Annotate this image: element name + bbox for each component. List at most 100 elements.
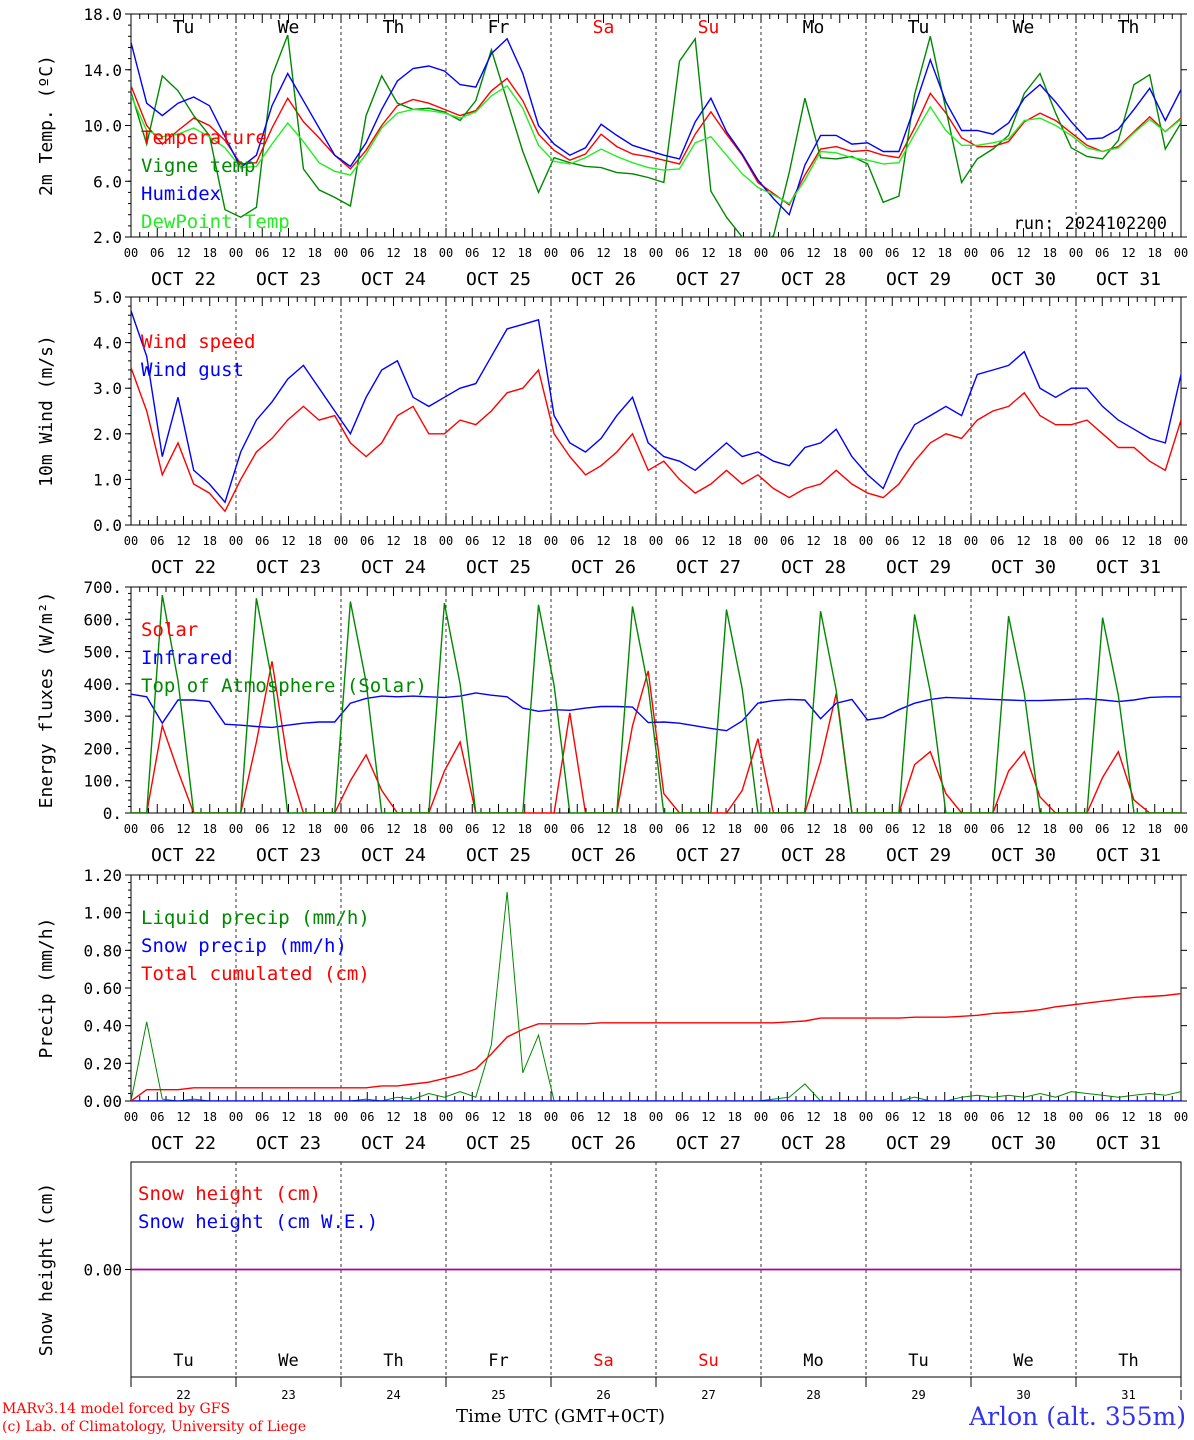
series-line <box>131 310 1181 504</box>
day-number-label: 25 <box>491 1388 505 1402</box>
hour-tick-label: 12 <box>1016 534 1030 548</box>
hour-tick-label: 06 <box>1095 246 1109 260</box>
legend-snow-precip-mm-h: Snow precip (mm/h) <box>141 935 347 957</box>
credit-line-2: (c) Lab. of Climatology, University of L… <box>2 1419 307 1435</box>
hour-tick-label: 18 <box>413 1110 427 1124</box>
y-tick-label: 0.00 <box>83 1261 122 1280</box>
hour-tick-label: 12 <box>176 534 190 548</box>
hour-tick-label: 00 <box>964 534 978 548</box>
hour-tick-label: 12 <box>176 246 190 260</box>
hour-tick-label: 00 <box>754 1110 768 1124</box>
hour-tick-label: 12 <box>911 822 925 836</box>
hour-tick-label: 06 <box>150 534 164 548</box>
date-label: OCT 27 <box>676 1133 741 1154</box>
y-axis-label: Snow height (cm) <box>36 1183 57 1356</box>
hour-tick-label: 00 <box>124 822 138 836</box>
hour-tick-label: 00 <box>649 534 663 548</box>
hour-tick-label: 18 <box>833 246 847 260</box>
day-number-label: 30 <box>1016 1388 1030 1402</box>
hour-tick-label: 12 <box>386 246 400 260</box>
y-tick-label: 500. <box>83 643 122 662</box>
hour-tick-label: 00 <box>754 534 768 548</box>
day-label: Su <box>698 1351 718 1371</box>
y-axis-label: Energy fluxes (W/m²) <box>36 592 57 809</box>
hour-tick-label: 00 <box>1174 1110 1188 1124</box>
hour-tick-label: 00 <box>964 822 978 836</box>
hour-tick-label: 18 <box>203 822 217 836</box>
day-label: Sa <box>593 17 615 38</box>
date-label: OCT 27 <box>676 845 741 866</box>
hour-tick-label: 00 <box>439 822 453 836</box>
hour-tick-label: 00 <box>1069 1110 1083 1124</box>
hour-tick-label: 00 <box>649 1110 663 1124</box>
hour-tick-label: 18 <box>833 1110 847 1124</box>
day-label: Fr <box>488 1351 508 1371</box>
hour-tick-label: 06 <box>255 822 269 836</box>
hour-tick-label: 06 <box>465 822 479 836</box>
hour-tick-label: 06 <box>990 246 1004 260</box>
hour-tick-label: 00 <box>1069 534 1083 548</box>
day-label: Th <box>1118 17 1140 38</box>
y-tick-label: 400. <box>83 675 122 694</box>
date-label: OCT 26 <box>571 845 636 866</box>
day-label: Mo <box>803 1351 823 1371</box>
hour-tick-label: 12 <box>281 246 295 260</box>
legend-solar: Solar <box>141 619 198 641</box>
hour-tick-label: 06 <box>465 246 479 260</box>
y-tick-label: 100. <box>83 772 122 791</box>
panel-5: 0.00 Snow height (cm) Tu We Th Fr Sa Su Mo Tu We Th… <box>36 1161 1182 1402</box>
hour-tick-label: 18 <box>1043 246 1057 260</box>
day-number-label: 27 <box>701 1388 715 1402</box>
series-line <box>131 692 1181 732</box>
date-label: OCT 25 <box>466 845 531 866</box>
panel-4: 0.00 0.20 0.40 0.60 0.80 1.00 1.20 Precip (mm/h… <box>36 866 1188 1154</box>
date-label: OCT 24 <box>361 269 426 290</box>
y-tick-label: 300. <box>83 707 122 726</box>
hour-tick-label: 00 <box>439 246 453 260</box>
hour-tick-label: 00 <box>229 1110 243 1124</box>
y-tick-label: 3.0 <box>93 379 122 398</box>
date-label: OCT 28 <box>781 845 846 866</box>
hour-tick-label: 00 <box>124 1110 138 1124</box>
hour-tick-label: 06 <box>780 822 794 836</box>
date-label: OCT 25 <box>466 1133 531 1154</box>
panel-2: 0.0 1.0 2.0 3.0 4.0 5.0 10m Wind (m/s) 00 06 12 18… <box>36 288 1188 578</box>
hour-tick-label: 06 <box>885 822 899 836</box>
hour-tick-label: 00 <box>859 246 873 260</box>
hour-tick-label: 12 <box>911 246 925 260</box>
day-number-label: 29 <box>911 1388 925 1402</box>
hour-tick-label: 18 <box>1043 822 1057 836</box>
legend-vigne-temp: Vigne temp <box>141 155 255 177</box>
hour-tick-label: 12 <box>491 1110 505 1124</box>
hour-tick-label: 00 <box>1174 822 1188 836</box>
hour-tick-label: 06 <box>990 822 1004 836</box>
hour-tick-label: 00 <box>124 534 138 548</box>
hour-tick-label: 12 <box>1016 246 1030 260</box>
day-label: Su <box>698 17 720 38</box>
date-label: OCT 29 <box>886 269 951 290</box>
hour-tick-label: 06 <box>885 246 899 260</box>
hour-tick-label: 06 <box>1095 534 1109 548</box>
day-label: Tu <box>173 1351 193 1371</box>
hour-tick-label: 06 <box>885 534 899 548</box>
series-line <box>131 891 1181 1101</box>
date-label: OCT 27 <box>676 269 741 290</box>
hour-tick-label: 00 <box>334 534 348 548</box>
hour-tick-label: 06 <box>570 246 584 260</box>
day-label: Th <box>1118 1351 1138 1371</box>
day-number-label: 26 <box>596 1388 610 1402</box>
hour-tick-label: 00 <box>859 822 873 836</box>
y-tick-label: 10.0 <box>83 117 122 136</box>
hour-tick-label: 06 <box>675 534 689 548</box>
legend-snow-height-cm: Snow height (cm) <box>138 1183 321 1205</box>
hour-tick-label: 06 <box>990 1110 1004 1124</box>
hour-tick-label: 12 <box>386 822 400 836</box>
day-number-label: 28 <box>806 1388 820 1402</box>
series-line <box>131 37 1181 217</box>
hour-tick-label: 00 <box>544 246 558 260</box>
hour-tick-label: 18 <box>308 822 322 836</box>
date-label: OCT 30 <box>991 557 1056 578</box>
hour-tick-label: 00 <box>964 1110 978 1124</box>
y-tick-label: 0. <box>103 804 122 823</box>
y-tick-label: 2.0 <box>93 228 122 247</box>
